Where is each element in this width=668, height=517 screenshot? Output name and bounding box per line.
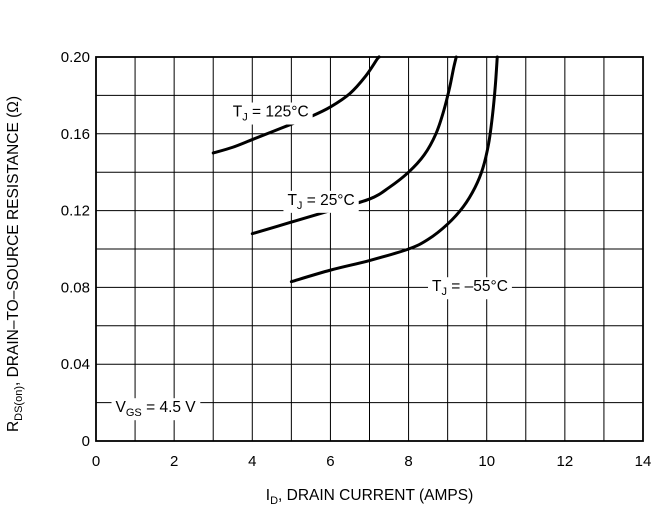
y-axis-title-main: R (5, 421, 22, 432)
y-tick-label: 0.04 (61, 356, 90, 373)
x-axis-title-rest: , DRAIN CURRENT (AMPS) (278, 487, 473, 504)
curve-label-0-rest: = 125°C (248, 104, 309, 121)
series-line-2 (289, 55, 499, 284)
curve-label-0-sub: J (242, 112, 248, 124)
vgs-annotation-main: V (116, 399, 127, 416)
y-axis-title-sub: DS(on) (13, 386, 25, 421)
curve-label-2-sub: J (441, 286, 447, 298)
curve-label-1-text: TJ = 25°C (287, 192, 354, 212)
x-axis-title-sub: D (270, 495, 278, 507)
curve-label-1-sub: J (297, 200, 303, 212)
x-axis-title: ID, DRAIN CURRENT (AMPS) (266, 487, 473, 507)
curve-label-1-background (283, 190, 359, 213)
vgs-annotation: VGS = 4.5 V (111, 398, 201, 421)
curve-label-2-background (428, 277, 512, 300)
x-tick-label: 6 (326, 453, 334, 470)
curve-label-0-main: T (233, 104, 243, 121)
x-tick-label: 0 (92, 453, 100, 470)
curve-label-0-text: TJ = 125°C (233, 104, 309, 124)
curve-label-2: TJ = –55°C (428, 277, 512, 300)
x-axis-title-main: I (266, 487, 270, 504)
tick-layer: 0 2 4 6 8 10 12 14 0 0.04 0.08 0.12 0.16 0.20 (61, 49, 652, 470)
curve-label-2-text: TJ = –55°C (432, 278, 508, 298)
curve-label-1-main: T (287, 192, 297, 209)
vgs-annotation-background (111, 398, 201, 421)
vgs-annotation-sub: GS (126, 407, 142, 419)
curve-label-0-background (228, 102, 313, 125)
curve-label-2-rest: = –55°C (447, 278, 508, 295)
x-tick-label: 4 (248, 453, 256, 470)
y-tick-label: 0.20 (61, 49, 90, 66)
curve-label-1: TJ = 25°C (283, 190, 359, 213)
y-tick-label: 0 (82, 433, 90, 450)
plot-frame (95, 56, 644, 442)
x-tick-label: 2 (170, 453, 178, 470)
y-tick-label: 0.12 (61, 203, 90, 220)
vgs-annotation-text: VGS = 4.5 V (116, 399, 197, 419)
curve-label-1-rest: = 25°C (302, 192, 354, 209)
x-tick-label: 10 (478, 453, 495, 470)
curve-label-0: TJ = 125°C (228, 102, 313, 125)
y-tick-label: 0.08 (61, 279, 90, 296)
vgs-annotation-rest: = 4.5 V (142, 399, 197, 416)
x-tick-label: 8 (404, 453, 412, 470)
x-tick-label: 12 (557, 453, 574, 470)
y-axis-title: RDS(on), DRAIN–TO–SOURCE RESISTANCE (Ω) (5, 96, 25, 432)
curve-label-2-main: T (432, 278, 442, 295)
y-axis-title-rest: , DRAIN–TO–SOURCE RESISTANCE (Ω) (5, 96, 22, 386)
x-tick-label: 14 (635, 453, 652, 470)
y-tick-label: 0.16 (61, 126, 90, 143)
